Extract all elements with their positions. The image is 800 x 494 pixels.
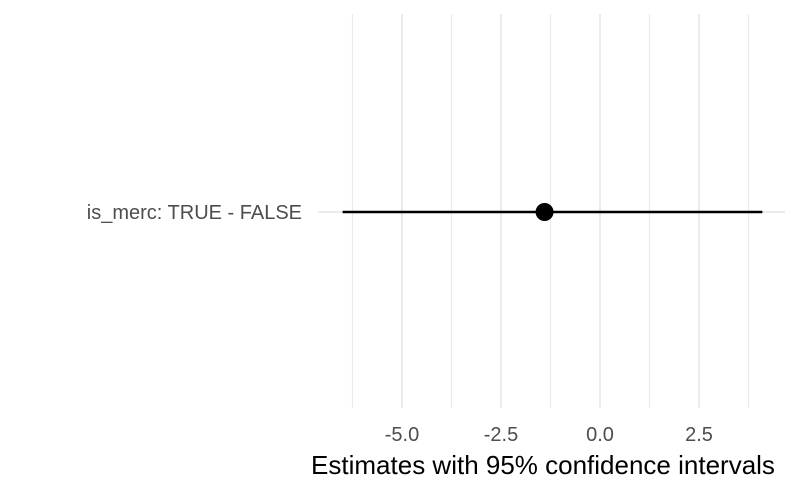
x-tick-label: 0.0 bbox=[586, 424, 614, 446]
estimate-point bbox=[535, 203, 554, 221]
x-tick-label: -5.0 bbox=[385, 424, 419, 446]
x-tick-label: -2.5 bbox=[484, 424, 518, 446]
x-axis-title: Estimates with 95% confidence intervals bbox=[311, 450, 775, 480]
category-labels: is_merc: TRUE - FALSE bbox=[87, 202, 302, 224]
x-tick-label: 2.5 bbox=[685, 424, 713, 446]
marks bbox=[342, 203, 763, 221]
category-label: is_merc: TRUE - FALSE bbox=[87, 202, 302, 224]
x-tick-labels: -5.0 -2.5 0.0 2.5 bbox=[385, 424, 713, 446]
